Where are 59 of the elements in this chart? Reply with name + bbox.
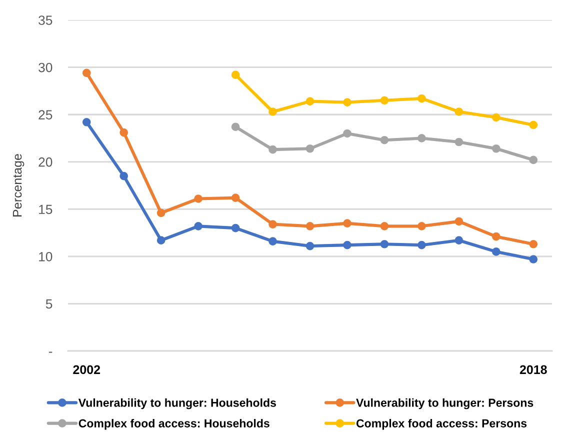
point — [454, 108, 464, 116]
point — [82, 68, 91, 78]
point — [492, 113, 500, 122]
point — [268, 220, 277, 228]
point — [418, 134, 426, 142]
y-tick-label: 25 — [38, 110, 52, 120]
point — [418, 240, 426, 250]
y-axis-title: Percentage — [12, 154, 24, 216]
point — [418, 222, 426, 230]
legend-label: Vulnerability to hunger: Households — [78, 398, 276, 410]
point — [380, 96, 389, 105]
y-tick-label: 5 — [46, 299, 52, 309]
point — [306, 242, 314, 250]
x-tick-label: 2002 — [73, 365, 100, 374]
point — [231, 194, 240, 202]
point — [306, 144, 314, 153]
legend-label: Complex food access: Persons — [356, 418, 527, 430]
point — [194, 222, 202, 230]
point — [231, 122, 240, 132]
point — [120, 172, 128, 180]
point — [454, 217, 464, 226]
y-tick-label: 20 — [38, 157, 52, 167]
point — [529, 156, 538, 164]
point — [156, 236, 166, 245]
point — [492, 232, 500, 241]
point — [454, 236, 464, 245]
point — [529, 240, 538, 248]
y-tick-label: 35 — [38, 16, 52, 25]
point — [82, 118, 91, 126]
point — [454, 138, 464, 146]
point — [343, 240, 352, 250]
point — [306, 97, 314, 106]
point — [418, 94, 426, 103]
point — [343, 98, 352, 106]
point — [156, 208, 166, 218]
y-tick-label: - — [48, 352, 52, 353]
point — [380, 222, 389, 230]
point — [268, 108, 277, 116]
point — [343, 129, 352, 138]
point — [529, 120, 538, 130]
legend-label: Complex food access: Households — [78, 418, 270, 430]
point — [120, 128, 128, 137]
point — [231, 224, 240, 232]
point — [380, 136, 389, 144]
y-tick-label: 10 — [39, 252, 52, 262]
point — [306, 222, 314, 230]
point — [492, 248, 500, 256]
point — [380, 240, 389, 248]
point — [343, 219, 352, 228]
legend-label: Vulnerability to hunger: Persons — [356, 398, 534, 410]
point — [268, 145, 277, 154]
point — [492, 144, 500, 153]
point — [231, 70, 240, 80]
point — [529, 255, 538, 264]
x-tick-label: 2018 — [520, 365, 547, 374]
point — [194, 194, 202, 203]
point — [268, 237, 277, 246]
y-tick-label: 30 — [38, 62, 52, 72]
y-tick-label: 15 — [39, 204, 52, 214]
